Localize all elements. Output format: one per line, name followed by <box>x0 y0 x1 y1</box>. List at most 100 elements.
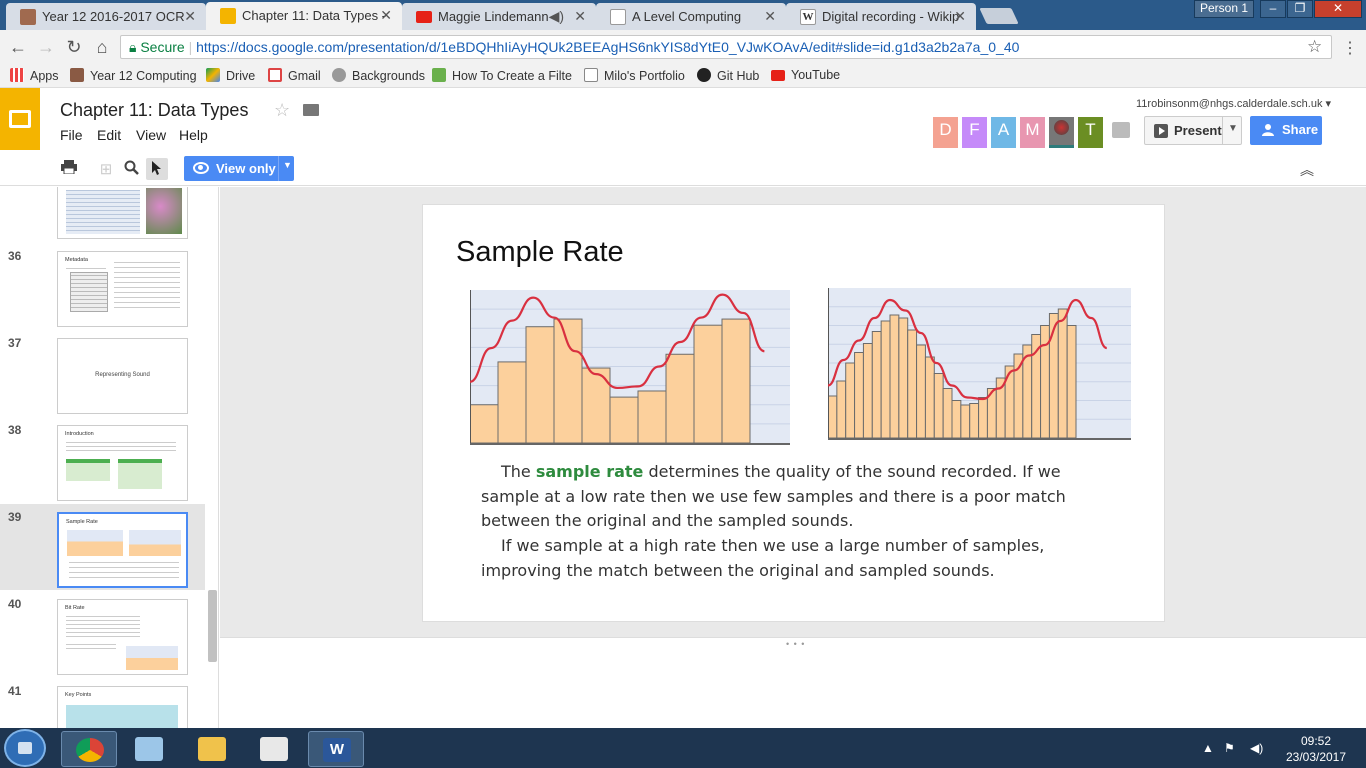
document-title[interactable]: Chapter 11: Data Types <box>60 100 249 120</box>
collaborator-avatar-d[interactable]: D <box>933 117 958 148</box>
gmail-icon <box>268 68 282 82</box>
explorer-taskbar-button[interactable] <box>184 731 240 767</box>
action-center-flag-icon[interactable]: ⚑ <box>1224 741 1235 755</box>
tab-close-icon[interactable]: ✕ <box>954 8 966 24</box>
bookmark-backgrounds[interactable]: Backgrounds <box>332 68 425 83</box>
menu-edit[interactable]: Edit <box>97 127 122 143</box>
view-only-button[interactable]: View only ▼ <box>184 156 294 181</box>
collaborator-avatar-photo[interactable] <box>1049 117 1074 148</box>
browser-tab-3[interactable]: Maggie Lindemann - ◀) ✕ <box>402 3 596 30</box>
slide-thumbnail[interactable]: Introduction <box>57 425 188 501</box>
bookmark-youtube[interactable]: YouTube <box>771 68 840 82</box>
collaborator-avatar-m[interactable]: M <box>1020 117 1045 148</box>
paragraph-line: between the original and the sampled sou… <box>481 511 854 530</box>
browser-tab-4[interactable]: A Level Computing ✕ <box>596 3 786 30</box>
collapse-header-icon[interactable]: ︽ <box>1300 162 1314 178</box>
address-bar[interactable]: 🔒︎ Secure | https://docs.google.com/pres… <box>120 35 1332 59</box>
sample-bar <box>721 318 751 444</box>
bookmark-label: Drive <box>226 69 256 83</box>
folder-icon[interactable] <box>303 104 319 116</box>
select-cursor-icon[interactable] <box>146 158 168 180</box>
slides-logo-icon[interactable] <box>0 88 40 150</box>
tab-label: Year 12 2016-2017 OCR <box>42 9 185 24</box>
tab-close-icon[interactable]: ✕ <box>764 8 776 24</box>
slide-thumbnail[interactable]: Representing Sound <box>57 338 188 414</box>
new-slide-icon[interactable]: ⊞ <box>99 161 113 178</box>
sample-bar <box>942 388 953 439</box>
comments-icon[interactable] <box>1112 122 1130 138</box>
start-button[interactable] <box>4 729 46 767</box>
new-tab-button[interactable] <box>979 8 1019 24</box>
forward-icon[interactable]: → <box>37 37 55 57</box>
volume-icon[interactable]: ◀) <box>1250 741 1264 755</box>
slide-thumbnail[interactable] <box>57 187 188 239</box>
bookmark-apps[interactable]: Apps <box>10 68 59 83</box>
browser-tab-1[interactable]: Year 12 2016-2017 OCR ✕ <box>6 3 206 30</box>
menu-file[interactable]: File <box>60 127 83 143</box>
editor-taskbar-button[interactable] <box>246 731 302 767</box>
chevron-down-icon[interactable]: ▼ <box>283 160 292 170</box>
tab-close-icon[interactable]: ✕ <box>380 7 392 23</box>
browser-tab-2[interactable]: Chapter 11: Data Types - ✕ <box>206 2 402 30</box>
present-button[interactable]: Present <box>1144 116 1242 145</box>
filmstrip-scrollbar[interactable] <box>208 590 217 662</box>
present-options-icon[interactable]: ▼ <box>1228 123 1238 134</box>
bookmark-github[interactable]: Git Hub <box>697 68 759 83</box>
analogue-wave-curve <box>828 298 1108 401</box>
person-add-icon <box>1262 124 1274 136</box>
bookmark-star-icon[interactable]: ☆ <box>1307 37 1323 56</box>
slide-thumbnail[interactable]: Metadata <box>57 251 188 327</box>
bookmark-portfolio[interactable]: Milo's Portfolio <box>584 68 685 83</box>
sample-bar <box>862 343 873 439</box>
browser-menu-icon[interactable]: ⋮ <box>1342 40 1358 57</box>
zoom-icon[interactable] <box>121 158 143 180</box>
sample-bar <box>889 314 900 439</box>
youtube-icon <box>416 11 432 23</box>
tray-expand-icon[interactable]: ▲ <box>1202 741 1214 755</box>
tab-close-icon[interactable]: ✕ <box>184 8 196 24</box>
collaborator-avatar-a[interactable]: A <box>991 117 1016 148</box>
tab-favicon-icon <box>20 9 36 25</box>
star-icon[interactable]: ☆ <box>274 100 291 120</box>
menu-view[interactable]: View <box>136 127 167 143</box>
account-email[interactable]: 11robinsonm@nhgs.calderdale.sch.uk ▾ <box>1136 98 1332 110</box>
tab-label: A Level Computing <box>632 9 742 24</box>
bookmark-year12[interactable]: Year 12 Computing <box>70 68 197 83</box>
sample-bar <box>845 362 856 439</box>
share-button[interactable]: Share <box>1250 116 1322 145</box>
avatar-letter: A <box>997 120 1010 139</box>
sample-bar <box>854 352 864 439</box>
chrome-icon <box>76 738 104 762</box>
slide-thumbnail-selected[interactable]: Sample Rate <box>57 512 188 588</box>
sample-bar <box>665 353 695 444</box>
speaker-notes[interactable] <box>220 637 1366 728</box>
minimize-button[interactable]: – <box>1260 0 1286 18</box>
back-icon[interactable]: ← <box>9 37 27 57</box>
print-icon[interactable] <box>58 158 80 180</box>
close-window-button[interactable]: ✕ <box>1314 0 1362 18</box>
collaborator-avatar-f[interactable]: F <box>962 117 987 148</box>
secure-label: Secure <box>140 39 185 55</box>
profile-button[interactable]: Person 1 <box>1194 0 1254 18</box>
tab-close-icon[interactable]: ✕ <box>574 8 586 24</box>
maximize-button[interactable]: ❐ <box>1287 0 1313 18</box>
notes-resize-handle[interactable]: • • • <box>786 639 806 649</box>
taskbar-clock[interactable]: 09:52 23/03/2017 <box>1278 733 1354 765</box>
speaker-icon[interactable]: ◀) <box>548 8 564 24</box>
menu-help[interactable]: Help <box>179 127 208 143</box>
bookmark-gmail[interactable]: Gmail <box>268 68 321 83</box>
paragraph-line: The sample rate determines the quality o… <box>501 462 1061 481</box>
bookmark-drive[interactable]: Drive <box>206 68 255 83</box>
bookmark-filter[interactable]: How To Create a Filte <box>432 68 572 83</box>
notepad-taskbar-button[interactable] <box>121 731 177 767</box>
reload-icon[interactable]: ↻ <box>66 37 82 57</box>
filmstrip-row: 36 <box>0 243 205 329</box>
slide-thumbnail[interactable]: Bit Rate <box>57 599 188 675</box>
browser-tab-5[interactable]: W Digital recording - Wikip ✕ <box>786 3 976 30</box>
collaborator-avatar-t[interactable]: T <box>1078 117 1103 148</box>
word-icon: W <box>323 738 351 762</box>
word-taskbar-button[interactable]: W <box>308 731 364 767</box>
home-icon[interactable]: ⌂ <box>96 37 108 57</box>
slide-thumbnail[interactable]: Key Points <box>57 686 188 728</box>
chrome-taskbar-button[interactable] <box>61 731 117 767</box>
